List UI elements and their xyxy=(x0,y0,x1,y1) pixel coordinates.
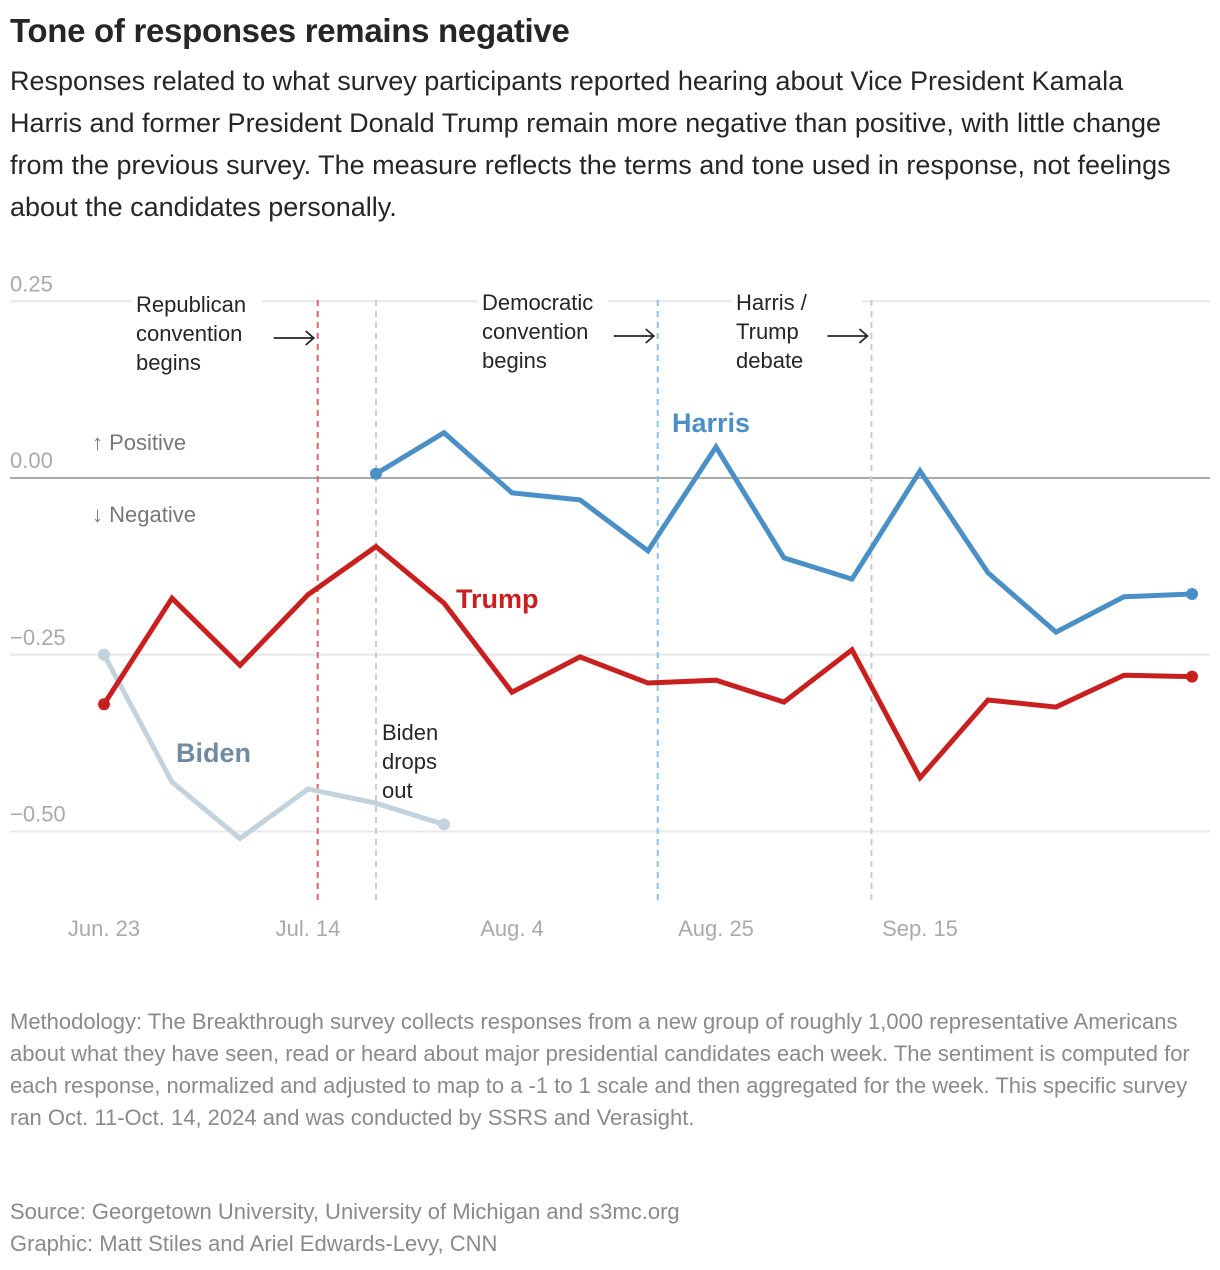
arrow-icon xyxy=(273,330,316,346)
event-label: begins xyxy=(136,350,201,375)
source-line: Source: Georgetown University, Universit… xyxy=(10,1199,680,1224)
event-label: debate xyxy=(736,348,803,373)
credit-line: Graphic: Matt Stiles and Ariel Edwards-L… xyxy=(10,1231,498,1256)
series-line-biden xyxy=(101,653,445,842)
event-label: drops xyxy=(382,749,437,774)
chart-subtitle: Responses related to what survey partici… xyxy=(10,66,1171,222)
data-point-harris xyxy=(1186,587,1198,600)
event-label-background xyxy=(378,718,508,742)
arrow-icon xyxy=(613,328,656,344)
x-tick-label: Aug. 4 xyxy=(480,916,544,941)
x-tick-label: Sep. 15 xyxy=(882,916,958,941)
y-tick-label: −0.50 xyxy=(10,802,66,827)
series-label-biden: Biden xyxy=(176,738,251,768)
arrow-icon xyxy=(827,328,869,344)
series-line-trump xyxy=(101,543,1193,783)
y-tick-label: −0.25 xyxy=(10,625,66,650)
series-label-trump: Trump xyxy=(456,584,539,614)
y-tick-label: 0.25 xyxy=(10,271,53,296)
series-lines xyxy=(98,429,1198,842)
event-label: convention xyxy=(136,321,242,346)
event-label: convention xyxy=(482,319,588,344)
event-label: Harris / xyxy=(736,290,808,315)
data-point-biden xyxy=(98,648,110,661)
event-label: Republican xyxy=(136,292,246,317)
source-credits: Source: Georgetown University, Universit… xyxy=(10,1196,680,1260)
event-label: Biden xyxy=(382,720,438,745)
data-point-biden xyxy=(438,818,450,831)
x-tick-label: Aug. 25 xyxy=(678,916,754,941)
methodology-note: Methodology: The Breakthrough survey col… xyxy=(10,1009,1190,1130)
event-label-background xyxy=(478,288,608,312)
data-point-trump xyxy=(1186,670,1198,683)
event-label-background xyxy=(732,288,862,312)
line-chart: 0.25 0.00 −0.25 −0.50 Jun. 23 Jul. 14 Aug. 4 Au… xyxy=(10,271,1210,941)
event-label: out xyxy=(382,778,413,803)
data-point-harris xyxy=(370,467,382,480)
data-point-trump xyxy=(98,698,110,711)
event-label: Democratic xyxy=(482,290,593,315)
event-label: Trump xyxy=(736,319,799,344)
gridlines: 0.25 0.00 −0.25 −0.50 Jun. 23 Jul. 14 Aug. 4 Au… xyxy=(10,271,1210,941)
event-label-background xyxy=(132,290,262,314)
series-label-harris: Harris xyxy=(672,408,750,438)
chart-title: Tone of responses remains negative xyxy=(10,12,570,49)
negative-label: ↓ Negative xyxy=(92,502,196,527)
x-tick-label: Jun. 23 xyxy=(68,916,140,941)
positive-label: ↑ Positive xyxy=(92,430,186,455)
event-label: begins xyxy=(482,348,547,373)
x-tick-label: Jul. 14 xyxy=(276,916,341,941)
y-tick-label: 0.00 xyxy=(10,448,53,473)
event-markers: Republican convention begins Biden drops out D… xyxy=(132,288,873,902)
chart-labels: ↑ Positive ↓ Negative Biden Trump Harris xyxy=(92,408,750,768)
